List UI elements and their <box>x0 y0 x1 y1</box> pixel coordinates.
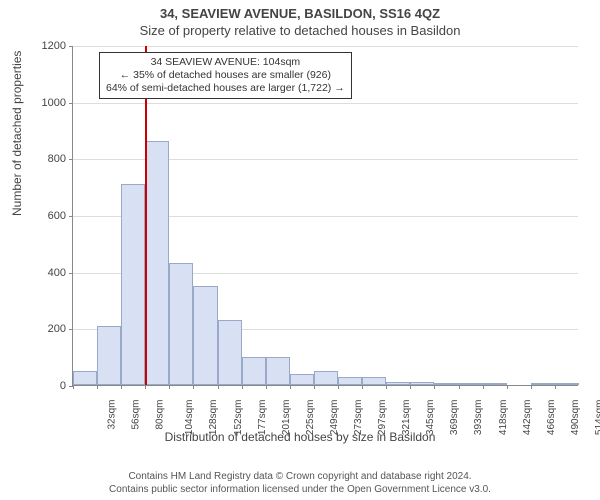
histogram-bar <box>193 286 217 385</box>
chart-container: 02004006008001000120032sqm56sqm80sqm104s… <box>48 46 578 426</box>
histogram-bar <box>338 377 362 386</box>
footer-attribution: Contains HM Land Registry data © Crown c… <box>0 470 600 496</box>
page-title-line1: 34, SEAVIEW AVENUE, BASILDON, SS16 4QZ <box>0 0 600 21</box>
histogram-bar <box>459 383 483 385</box>
x-tick-label: 80sqm <box>155 400 166 430</box>
y-tick-label: 200 <box>26 323 66 335</box>
histogram-bar <box>386 382 410 385</box>
x-tick <box>218 385 219 389</box>
y-tick-label: 1200 <box>26 40 66 52</box>
histogram-bar <box>266 357 290 385</box>
y-tick-label: 0 <box>26 380 66 392</box>
callout-line1: 34 SEAVIEW AVENUE: 104sqm <box>106 56 345 69</box>
histogram-bar <box>97 326 121 386</box>
histogram-bar <box>242 357 266 385</box>
x-tick <box>290 385 291 389</box>
gridline <box>73 103 578 104</box>
histogram-bar <box>434 383 458 385</box>
y-tick-label: 400 <box>26 267 66 279</box>
callout-line2: ← 35% of detached houses are smaller (92… <box>106 69 345 82</box>
x-tick <box>483 385 484 389</box>
y-tick <box>69 103 73 104</box>
x-axis-label: Distribution of detached houses by size … <box>0 430 600 444</box>
histogram-bar <box>362 377 386 386</box>
x-tick <box>73 385 74 389</box>
x-tick <box>410 385 411 389</box>
histogram-bar <box>483 383 507 385</box>
histogram-bar <box>290 374 314 385</box>
histogram-bar <box>410 382 434 385</box>
x-tick-label: 56sqm <box>131 400 142 430</box>
x-tick <box>507 385 508 389</box>
x-tick <box>97 385 98 389</box>
x-tick <box>314 385 315 389</box>
x-tick <box>338 385 339 389</box>
y-tick <box>69 159 73 160</box>
x-tick-label: 32sqm <box>107 400 118 430</box>
x-tick <box>555 385 556 389</box>
histogram-bar <box>555 383 579 385</box>
histogram-bar <box>314 371 338 385</box>
histogram-bar <box>73 371 97 385</box>
x-tick <box>362 385 363 389</box>
y-tick-label: 600 <box>26 210 66 222</box>
y-tick <box>69 46 73 47</box>
y-tick-label: 1000 <box>26 97 66 109</box>
y-tick <box>69 216 73 217</box>
footer-line1: Contains HM Land Registry data © Crown c… <box>0 470 600 483</box>
x-tick <box>531 385 532 389</box>
subject-callout: 34 SEAVIEW AVENUE: 104sqm← 35% of detach… <box>99 52 352 99</box>
x-tick <box>459 385 460 389</box>
callout-line3: 64% of semi-detached houses are larger (… <box>106 82 345 95</box>
histogram-bar <box>218 320 242 385</box>
gridline <box>73 46 578 47</box>
x-tick <box>193 385 194 389</box>
x-tick <box>145 385 146 389</box>
x-tick <box>242 385 243 389</box>
page-title-line2: Size of property relative to detached ho… <box>0 21 600 38</box>
x-tick <box>169 385 170 389</box>
x-tick <box>266 385 267 389</box>
footer-line2: Contains public sector information licen… <box>0 483 600 496</box>
histogram-bar <box>531 383 555 385</box>
y-tick <box>69 329 73 330</box>
x-tick <box>386 385 387 389</box>
y-axis-label: Number of detached properties <box>10 51 24 216</box>
plot-area: 02004006008001000120032sqm56sqm80sqm104s… <box>72 46 578 386</box>
y-tick-label: 800 <box>26 153 66 165</box>
x-tick <box>121 385 122 389</box>
histogram-bar <box>169 263 193 385</box>
histogram-bar <box>145 141 169 385</box>
x-tick <box>434 385 435 389</box>
y-tick <box>69 273 73 274</box>
histogram-bar <box>121 184 145 385</box>
